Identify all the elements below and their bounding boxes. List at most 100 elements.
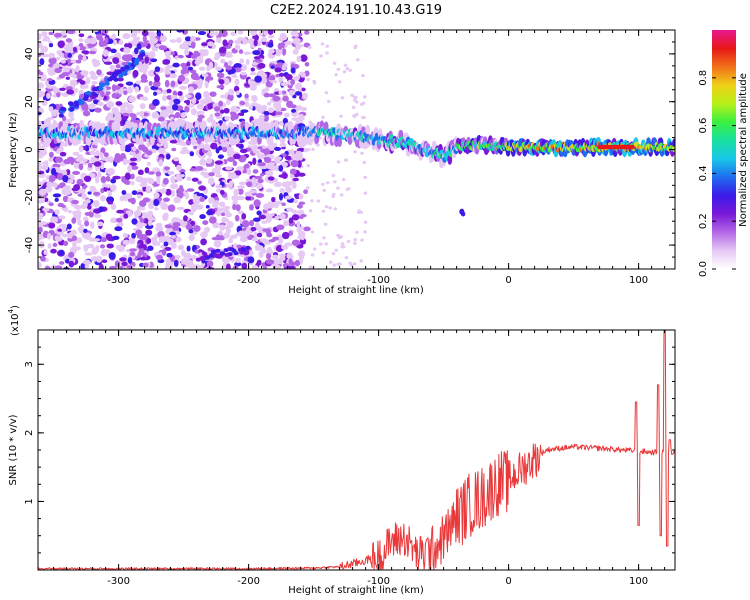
spectrogram-cell: [72, 46, 78, 53]
spectrogram-cell: [245, 195, 251, 201]
spectrogram-cell: [38, 142, 41, 147]
spectrogram-cell: [61, 204, 66, 208]
spectrogram-ytick-label: 0: [24, 146, 35, 152]
spectrogram-cell: [128, 143, 135, 148]
spectrogram-cell: [72, 241, 77, 248]
spectrogram-cell: [107, 200, 114, 205]
spectrogram-cell: [90, 156, 96, 164]
spectrogram-cell: [334, 73, 338, 77]
spectrogram-cell: [161, 248, 167, 256]
spectrogram-cell: [122, 239, 130, 246]
spectrogram-cell: [116, 209, 125, 214]
spectrogram-cell: [176, 187, 185, 193]
spectrogram-cell: [218, 201, 226, 207]
spectrogram-cell: [310, 199, 314, 203]
spectrogram-cell: [244, 97, 250, 102]
spectrogram-cell: [147, 219, 153, 227]
spectrogram-cell: [38, 73, 47, 82]
spectrogram-cell: [237, 210, 245, 215]
spectrogram-cell: [57, 40, 65, 48]
spectrogram-cell: [290, 160, 299, 168]
spectrogram-cell: [62, 195, 69, 203]
spectrogram-cell: [53, 32, 63, 38]
spectrogram-cell: [50, 248, 57, 254]
spectrogram-cell: [39, 71, 44, 76]
spectrogram-cell: [216, 172, 221, 178]
spectrogram-cell: [191, 177, 199, 182]
spectrogram-cell: [85, 76, 91, 85]
spectrogram-cell: [344, 158, 349, 162]
spectrogram-cell: [234, 44, 241, 51]
spectrogram-cell: [100, 90, 105, 98]
spectrogram-cell: [173, 156, 180, 162]
spectrogram-cell: [319, 242, 323, 246]
spectrogram-cell: [82, 184, 88, 189]
spectrogram-cell: [105, 233, 113, 240]
spectrogram-cell: [244, 101, 250, 107]
spectrogram-cell: [93, 213, 102, 218]
spectrogram-cell: [253, 39, 258, 47]
spectrogram-cell: [114, 226, 123, 232]
spectrogram-cell: [100, 195, 106, 202]
spectrogram-cell: [260, 148, 268, 154]
spectrogram-cell: [96, 221, 104, 227]
spectrogram-cell: [167, 238, 174, 245]
spectrogram-cell: [103, 186, 108, 192]
snr-xlabel: Height of straight line (km): [288, 585, 424, 596]
spectrogram-cell: [316, 199, 321, 203]
spectrogram-cell: [360, 151, 364, 155]
spectrogram-cell: [354, 44, 358, 48]
spectrogram-cell: [201, 251, 208, 256]
spectrogram-cell: [93, 191, 101, 196]
spectrogram-cell: [177, 244, 185, 251]
spectrogram-cell: [110, 178, 117, 184]
spectrogram-cell: [84, 212, 92, 216]
spectrogram-cell: [187, 211, 193, 215]
spectrogram-cell: [320, 182, 325, 186]
spectrogram-cell: [166, 88, 172, 94]
spectrogram-cell: [132, 69, 139, 78]
spectrogram-cell: [342, 70, 347, 74]
spectrogram-cell: [185, 99, 191, 106]
spectrogram-cell: [191, 98, 197, 105]
spectrogram-cell: [263, 92, 270, 98]
spectrogram-cell: [215, 37, 222, 44]
spectrogram-cell: [59, 87, 66, 91]
spectrogram-cell: [66, 223, 72, 230]
spectrogram-cell: [109, 65, 116, 72]
spectrogram-cell: [227, 93, 234, 102]
spectrogram-cell: [275, 258, 284, 265]
spectrogram-cell: [360, 238, 364, 242]
spectrogram-cell: [81, 158, 88, 163]
spectrogram-cell: [199, 158, 207, 166]
spectrogram-cell: [214, 112, 221, 117]
spectrogram-cell: [245, 245, 251, 250]
spectrogram-cell: [90, 71, 96, 77]
spectrogram-cell: [119, 257, 127, 262]
spectrogram-cell: [298, 226, 305, 230]
spectrogram-cell: [62, 174, 69, 183]
spectrogram-cell: [176, 173, 181, 180]
spectrogram-cell: [144, 56, 149, 64]
spectrogram-cell: [83, 175, 92, 183]
spectrogram-cell: [164, 50, 172, 57]
spectrogram-cell: [61, 225, 67, 233]
spectrogram-cell: [48, 31, 55, 36]
spectrogram-cell: [226, 221, 234, 229]
spectrogram-cell: [274, 200, 283, 205]
spectrogram-cell: [111, 107, 119, 115]
spectrogram-cell: [154, 66, 161, 73]
spectrogram-cell: [112, 175, 121, 180]
spectrogram-cell: [288, 230, 294, 236]
spectrogram-cell: [46, 85, 55, 89]
spectrogram-cell: [121, 190, 127, 195]
spectrogram-cell: [176, 37, 182, 44]
spectrogram-cell: [132, 146, 137, 152]
spectrogram-cell: [279, 187, 285, 194]
spectrogram-cell: [155, 254, 163, 261]
spectrogram-cell: [249, 219, 255, 227]
spectrogram-cell: [58, 182, 64, 189]
spectrogram-cell: [38, 261, 42, 269]
spectrogram-cell: [188, 229, 194, 234]
spectrogram-cell: [250, 67, 256, 72]
